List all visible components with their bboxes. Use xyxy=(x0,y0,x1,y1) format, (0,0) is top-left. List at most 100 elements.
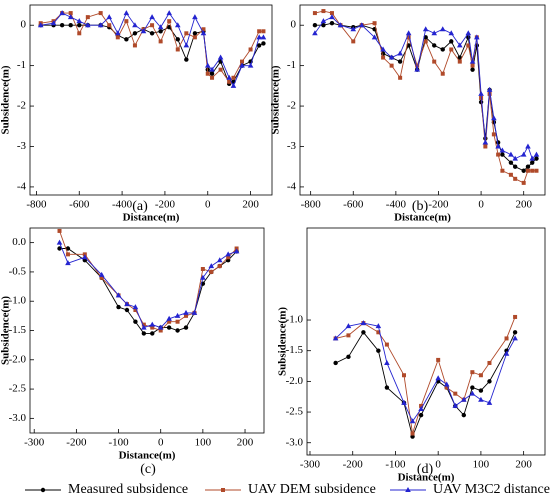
x-tick-label: -300 xyxy=(24,437,45,449)
point xyxy=(329,11,334,16)
point xyxy=(217,54,224,60)
point xyxy=(496,152,501,157)
point xyxy=(205,71,210,76)
point xyxy=(534,156,539,161)
point xyxy=(449,47,454,52)
point xyxy=(218,67,223,72)
point xyxy=(410,431,415,436)
legend-marker xyxy=(405,487,411,492)
point xyxy=(521,180,526,185)
point xyxy=(469,390,476,396)
x-tick-label: 200 xyxy=(242,199,259,211)
point xyxy=(436,357,441,362)
point xyxy=(184,31,189,36)
point xyxy=(465,30,472,36)
point xyxy=(452,402,459,408)
point xyxy=(184,313,188,318)
x-tick-label: 0 xyxy=(435,459,441,471)
y-tick-label: -4 xyxy=(17,180,27,192)
point xyxy=(157,324,164,330)
point xyxy=(346,333,351,338)
point xyxy=(200,30,207,36)
point xyxy=(512,155,518,161)
y-tick-label: -1 xyxy=(17,59,26,71)
point xyxy=(483,144,488,149)
y-tick-label: -3.0 xyxy=(286,436,304,448)
point xyxy=(470,370,475,375)
point xyxy=(529,155,536,161)
panel-label: (c) xyxy=(140,462,156,477)
x-tick-label: 200 xyxy=(237,437,254,449)
point xyxy=(435,375,441,381)
x-tick-label: -200 xyxy=(343,459,364,471)
point xyxy=(132,304,139,310)
point xyxy=(57,228,62,233)
point xyxy=(174,312,181,318)
point xyxy=(209,66,215,72)
point xyxy=(508,172,513,177)
point xyxy=(456,42,463,48)
point xyxy=(504,336,509,341)
y-axis-label: Subsidence(m) xyxy=(0,65,12,134)
point xyxy=(351,39,356,44)
y-tick-label: -2 xyxy=(17,100,26,112)
point xyxy=(474,34,480,40)
point xyxy=(217,264,222,269)
x-tick-label: -200 xyxy=(428,199,449,211)
point xyxy=(376,348,381,353)
point xyxy=(230,82,237,88)
y-tick-label: -1.0 xyxy=(286,314,304,326)
point xyxy=(98,11,103,16)
point xyxy=(512,335,518,341)
point xyxy=(226,74,232,80)
x-tick-label: 0 xyxy=(478,199,484,211)
y-tick-label: -2 xyxy=(287,100,296,112)
x-tick-label: -600 xyxy=(343,199,364,211)
point xyxy=(68,11,73,16)
point xyxy=(183,325,189,330)
point xyxy=(225,251,231,257)
point xyxy=(346,354,351,360)
point xyxy=(432,43,437,48)
point xyxy=(389,63,394,68)
point xyxy=(461,396,467,402)
point xyxy=(261,29,266,34)
point xyxy=(257,29,262,34)
point xyxy=(500,168,505,173)
point xyxy=(209,71,215,76)
point xyxy=(384,342,389,347)
point xyxy=(332,335,339,341)
point xyxy=(423,39,428,44)
point xyxy=(59,10,65,16)
point xyxy=(520,151,527,157)
point xyxy=(466,43,471,48)
point xyxy=(183,309,189,315)
point xyxy=(478,396,484,402)
plot-frame xyxy=(299,4,546,196)
point xyxy=(158,328,163,333)
point xyxy=(521,168,526,173)
x-tick-label: -800 xyxy=(301,199,322,211)
point xyxy=(157,24,164,30)
point xyxy=(166,10,173,16)
point xyxy=(486,86,493,92)
point xyxy=(150,325,155,330)
x-tick-label: -800 xyxy=(26,199,47,211)
x-axis-label: Distance(m) xyxy=(119,450,176,462)
point xyxy=(469,58,476,64)
plot-frame xyxy=(29,4,273,196)
point xyxy=(533,151,540,157)
point xyxy=(65,252,70,257)
point xyxy=(406,35,411,40)
point xyxy=(200,267,205,271)
point xyxy=(470,67,475,72)
point xyxy=(175,37,180,42)
point xyxy=(115,35,120,40)
x-tick-label: -200 xyxy=(155,199,176,211)
point xyxy=(77,23,82,28)
point xyxy=(508,151,514,157)
point xyxy=(67,14,74,20)
legend-marker xyxy=(221,488,225,492)
point xyxy=(149,31,155,36)
y-axis-label: Subsidence(m) xyxy=(277,307,289,376)
